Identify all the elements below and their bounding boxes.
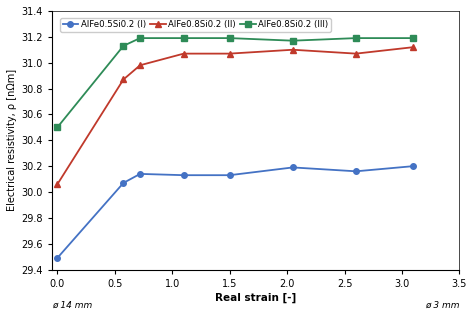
AlFe0.5Si0.2 (I)	[181, 173, 187, 177]
Line: AlFe0.5Si0.2 (I): AlFe0.5Si0.2 (I)	[55, 163, 416, 261]
AlFe0.5Si0.2 (I)	[137, 172, 143, 176]
AlFe0.8Si0.2 (III)	[410, 36, 416, 40]
AlFe0.5Si0.2 (I)	[353, 170, 359, 173]
AlFe0.5Si0.2 (I)	[290, 166, 296, 169]
AlFe0.8Si0.2 (III)	[120, 44, 126, 48]
AlFe0.8Si0.2 (III)	[227, 36, 233, 40]
Text: ø 3 mm: ø 3 mm	[425, 301, 459, 310]
AlFe0.8Si0.2 (III)	[181, 36, 187, 40]
AlFe0.8Si0.2 (III)	[137, 36, 143, 40]
AlFe0.8Si0.2 (III)	[55, 126, 60, 129]
AlFe0.8Si0.2 (II)	[353, 52, 359, 55]
AlFe0.8Si0.2 (II)	[181, 52, 187, 55]
AlFe0.5Si0.2 (I)	[410, 164, 416, 168]
AlFe0.8Si0.2 (III)	[290, 39, 296, 42]
AlFe0.5Si0.2 (I)	[55, 256, 60, 260]
Y-axis label: Electrical resistivity, ρ [nΩm]: Electrical resistivity, ρ [nΩm]	[7, 69, 17, 211]
AlFe0.5Si0.2 (I)	[227, 173, 233, 177]
X-axis label: Real strain [-]: Real strain [-]	[215, 293, 296, 303]
Text: ø 14 mm: ø 14 mm	[52, 301, 92, 310]
AlFe0.8Si0.2 (II)	[137, 64, 143, 67]
AlFe0.8Si0.2 (II)	[290, 48, 296, 51]
Line: AlFe0.8Si0.2 (III): AlFe0.8Si0.2 (III)	[55, 35, 416, 130]
Line: AlFe0.8Si0.2 (II): AlFe0.8Si0.2 (II)	[55, 44, 416, 187]
Legend: AlFe0.5Si0.2 (I), AlFe0.8Si0.2 (II), AlFe0.8Si0.2 (III): AlFe0.5Si0.2 (I), AlFe0.8Si0.2 (II), AlF…	[60, 18, 331, 32]
AlFe0.8Si0.2 (II)	[227, 52, 233, 55]
AlFe0.8Si0.2 (II)	[410, 45, 416, 49]
AlFe0.8Si0.2 (III)	[353, 36, 359, 40]
AlFe0.8Si0.2 (II)	[55, 182, 60, 186]
AlFe0.5Si0.2 (I)	[120, 181, 126, 185]
AlFe0.8Si0.2 (II)	[120, 78, 126, 81]
